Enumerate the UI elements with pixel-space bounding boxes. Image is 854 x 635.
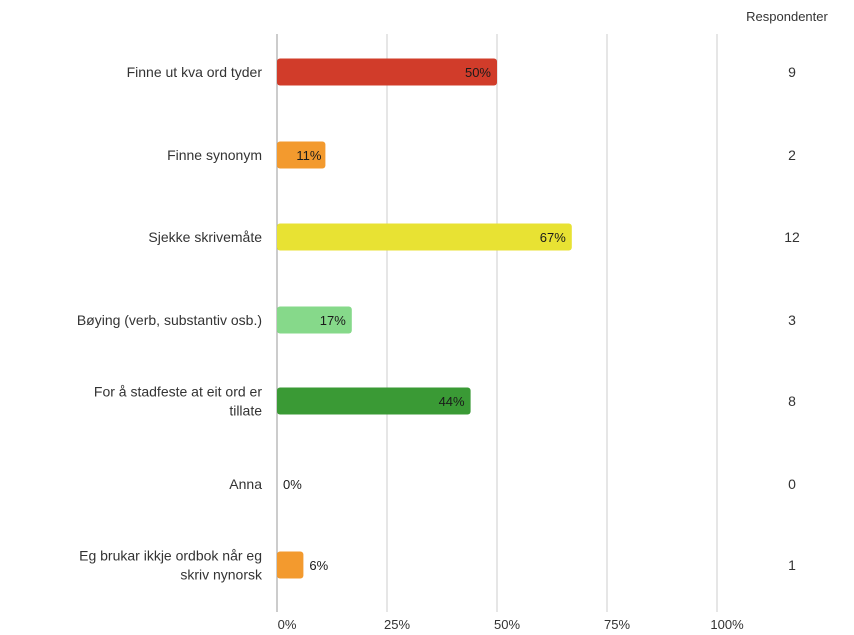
bars-layer [277,58,572,579]
bar [277,223,572,251]
respondent-count: 0 [788,476,796,492]
respondents-header: Respondenter [746,9,828,24]
x-tick-label: 25% [384,617,410,632]
category-labels: Finne ut kva ord tyder Finne synonym Sjekk… [77,64,263,583]
category-label: Eg brukar ikkje ordbok når eg skriv nynor… [79,548,263,583]
x-tick-label: 0% [278,617,297,632]
grid-layer [276,34,718,612]
respondent-count: 1 [788,557,796,573]
category-label: Anna [229,476,262,492]
data-label: 0% [283,477,302,492]
data-labels: 50% 11% 67% 17% 44% 0% 6% [283,65,566,573]
x-axis-tick-labels: 0% 25% 50% 75% 100% [278,617,744,632]
bar [277,551,304,579]
respondent-count: 8 [788,393,796,409]
data-label: 67% [540,230,566,245]
respondent-count: 9 [788,64,796,80]
category-label: Finne ut kva ord tyder [127,64,263,80]
category-label: Finne synonym [167,147,262,163]
category-label: Sjekke skrivemåte [148,229,262,245]
x-tick-label: 75% [604,617,630,632]
x-tick-label: 100% [710,617,744,632]
data-label: 44% [439,394,465,409]
data-label: 11% [296,148,321,163]
category-label: Bøying (verb, substantiv osb.) [77,312,262,328]
data-label: 50% [465,65,491,80]
respondent-count: 2 [788,147,796,163]
respondents-column: Respondenter 9 2 12 3 8 0 1 [746,9,828,573]
bar [277,58,497,86]
bar [277,387,471,415]
data-label: 6% [309,558,328,573]
bar [277,306,352,334]
x-tick-label: 50% [494,617,520,632]
bar [277,141,326,169]
respondent-count: 12 [784,229,800,245]
data-label: 17% [320,313,346,328]
category-label: For å stadfeste at eit ord er tillate [94,384,262,419]
respondent-count: 3 [788,312,796,328]
